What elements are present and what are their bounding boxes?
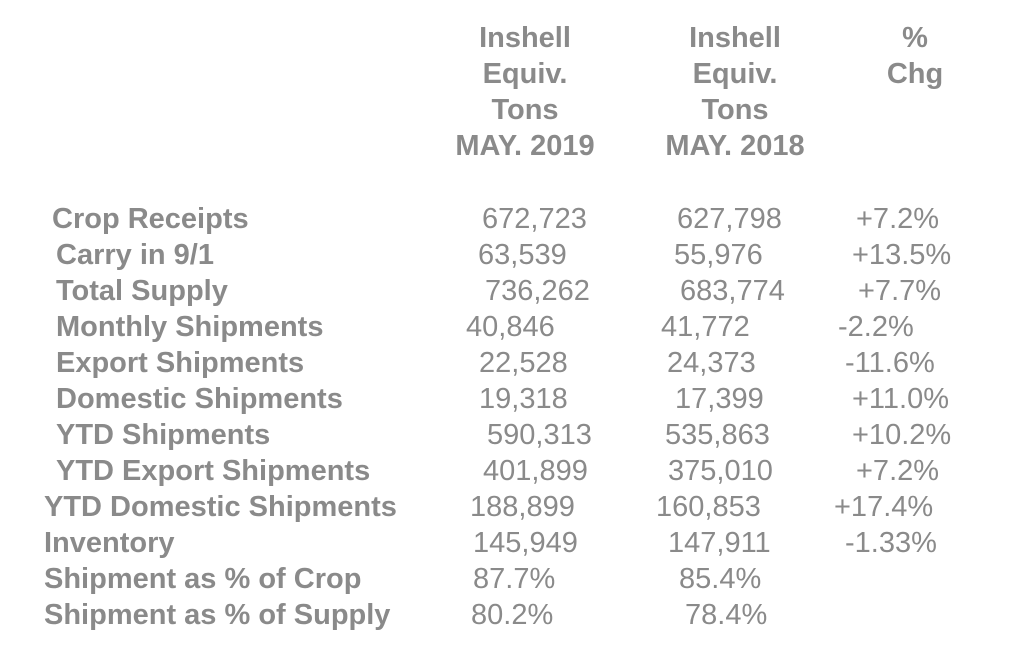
cell-2019-shipment-pct-crop: 87.7% <box>473 563 556 595</box>
row-label-ytd-export-shipments: YTD Export Shipments <box>56 455 371 487</box>
cell-2018-shipment-pct-crop: 85.4% <box>679 563 762 595</box>
row-label-shipment-pct-supply: Shipment as % of Supply <box>44 599 391 631</box>
cell-chg-export-shipments: -11.6% <box>845 347 935 379</box>
cell-chg-total-supply: +7.7% <box>858 275 942 307</box>
cell-2018-ytd-domestic-shipments: 160,853 <box>656 491 761 523</box>
cell-chg-ytd-domestic-shipments: +17.4% <box>834 491 934 523</box>
cell-2018-carry-in: 55,976 <box>674 239 763 271</box>
cell-chg-crop-receipts: +7.2% <box>856 203 940 235</box>
row-label-carry-in: Carry in 9/1 <box>56 239 214 271</box>
cell-chg-ytd-shipments: +10.2% <box>852 419 952 451</box>
cell-2019-shipment-pct-supply: 80.2% <box>471 599 554 631</box>
row-label-total-supply: Total Supply <box>56 275 228 307</box>
cell-2018-monthly-shipments: 41,772 <box>661 311 750 343</box>
cell-2019-export-shipments: 22,528 <box>479 347 568 379</box>
row-label-inventory: Inventory <box>44 527 175 559</box>
header-may-2019: Inshell Equiv. Tons MAY. 2019 <box>455 22 595 162</box>
cell-chg-domestic-shipments: +11.0% <box>852 383 950 415</box>
cell-chg-ytd-export-shipments: +7.2% <box>856 455 940 487</box>
row-label-domestic-shipments: Domestic Shipments <box>56 383 343 415</box>
cell-chg-monthly-shipments: -2.2% <box>838 311 914 343</box>
cell-2019-ytd-export-shipments: 401,899 <box>483 455 588 487</box>
cell-2018-total-supply: 683,774 <box>680 275 785 307</box>
cell-2019-monthly-shipments: 40,846 <box>466 311 555 343</box>
row-label-monthly-shipments: Monthly Shipments <box>56 311 324 343</box>
cell-2019-ytd-domestic-shipments: 188,899 <box>470 491 575 523</box>
cell-2018-export-shipments: 24,373 <box>667 347 756 379</box>
cell-2018-inventory: 147,911 <box>668 527 771 559</box>
header-may-2018: Inshell Equiv. Tons MAY. 2018 <box>665 22 805 162</box>
header-pct-chg: % Chg <box>886 22 944 90</box>
cell-2018-ytd-shipments: 535,863 <box>665 419 770 451</box>
cell-2019-inventory: 145,949 <box>473 527 578 559</box>
cell-2019-crop-receipts: 672,723 <box>482 203 587 235</box>
row-label-ytd-shipments: YTD Shipments <box>56 419 271 451</box>
cell-2018-crop-receipts: 627,798 <box>677 203 782 235</box>
row-label-ytd-domestic-shipments: YTD Domestic Shipments <box>44 491 397 523</box>
cell-2019-total-supply: 736,262 <box>485 275 590 307</box>
cell-chg-inventory: -1.33% <box>845 527 937 559</box>
cell-2018-domestic-shipments: 17,399 <box>675 383 764 415</box>
cell-2018-shipment-pct-supply: 78.4% <box>685 599 768 631</box>
cell-2019-ytd-shipments: 590,313 <box>487 419 592 451</box>
cell-2018-ytd-export-shipments: 375,010 <box>668 455 773 487</box>
row-label-export-shipments: Export Shipments <box>56 347 305 379</box>
cell-2019-carry-in: 63,539 <box>478 239 567 271</box>
row-label-shipment-pct-crop: Shipment as % of Crop <box>44 563 362 595</box>
cell-chg-carry-in: +13.5% <box>852 239 952 271</box>
row-label-crop-receipts: Crop Receipts <box>52 203 249 235</box>
cell-2019-domestic-shipments: 19,318 <box>479 383 568 415</box>
